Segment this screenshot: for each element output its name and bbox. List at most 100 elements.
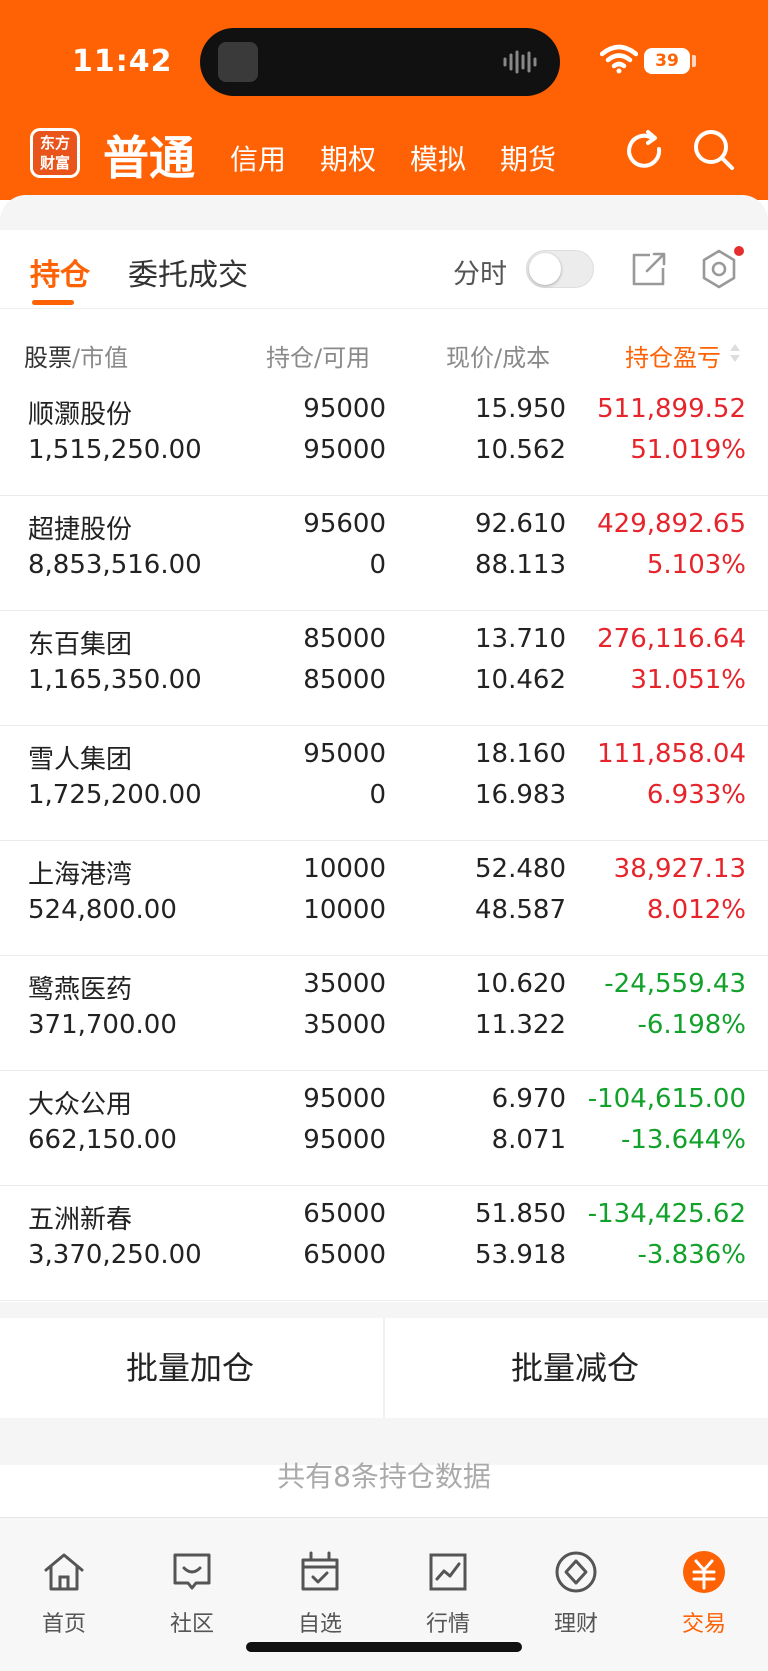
current-price: 92.610 [475,509,566,539]
batch-add-button[interactable]: 批量加仓 [125,1349,254,1387]
community-icon [173,1553,211,1590]
tab-market[interactable]: 行情 [384,1518,512,1638]
pnl-percent: 51.019% [630,435,746,465]
pnl-amount: 111,858.04 [597,739,746,769]
cost-price: 16.983 [475,780,566,810]
market-value: 1,165,350.00 [28,665,202,695]
cost-price: 8.071 [491,1125,566,1155]
pnl-amount: 276,116.64 [597,624,746,654]
tab-label: 交易 [681,1612,726,1637]
market-icon [429,1553,467,1591]
media-thumbnail [218,42,258,82]
holding-row[interactable]: 五洲新春 3,370,250.00 65000 65000 51.850 53.… [0,1185,768,1301]
tab-orders-trades[interactable]: 委托成交 [128,258,248,293]
market-value: 8,853,516.00 [28,550,202,580]
current-price: 10.620 [475,969,566,999]
home-indicator [246,1642,522,1652]
position-qty: 95600 [303,509,386,539]
holdings-count: 共有8条持仓数据 [277,1460,491,1493]
status-bar: 11:42 39 [0,0,768,120]
pnl-amount: -24,559.43 [604,969,746,999]
wifi-icon [600,44,638,74]
pnl-percent: 6.933% [646,780,746,810]
pnl-percent: -13.644% [620,1125,746,1155]
header-pnl[interactable]: 持仓盈亏 [625,344,721,372]
pnl-percent: 8.012% [646,895,746,925]
batch-divider [383,1318,385,1418]
header-stock-mv[interactable]: 股票/市值 [24,344,129,372]
tab-options[interactable]: 期权 [320,143,377,176]
settings-icon[interactable] [698,248,740,290]
trade-icon [683,1551,725,1593]
pnl-percent: 31.051% [630,665,746,695]
current-price: 6.970 [491,1084,566,1114]
tab-trade[interactable]: 交易 [640,1518,768,1638]
available-qty: 95000 [303,435,386,465]
cost-price: 10.562 [475,435,566,465]
market-value: 662,150.00 [28,1125,177,1155]
current-price: 18.160 [475,739,566,769]
wealth-icon [555,1551,597,1593]
holding-row[interactable]: 大众公用 662,150.00 95000 95000 6.970 8.071 … [0,1070,768,1186]
stock-name: 五洲新春 [28,1205,133,1235]
sort-icon[interactable] [728,342,742,364]
battery-tip [692,55,696,67]
cost-price: 88.113 [475,550,566,580]
available-qty: 85000 [303,665,386,695]
holding-row[interactable]: 上海港湾 524,800.00 10000 10000 52.480 48.58… [0,840,768,956]
tab-futures[interactable]: 期货 [500,143,557,176]
holding-row[interactable]: 超捷股份 8,853,516.00 95600 0 92.610 88.113 … [0,495,768,611]
pnl-amount: 511,899.52 [597,394,746,424]
tab-wealth[interactable]: 理财 [512,1518,640,1638]
position-qty: 10000 [303,854,386,884]
batch-actions: 批量加仓 批量减仓 [0,1318,768,1418]
holding-row[interactable]: 鹭燕医药 371,700.00 35000 35000 10.620 11.32… [0,955,768,1071]
tab-label: 行情 [425,1612,470,1637]
holdings-header: 股票/市值 持仓/可用 现价/成本 持仓盈亏 [0,318,768,388]
stock-name: 东百集团 [28,630,133,660]
holding-row[interactable]: 东百集团 1,165,350.00 85000 85000 13.710 10.… [0,610,768,726]
audio-wave-icon [503,50,537,74]
holding-row[interactable]: 雪人集团 1,725,200.00 95000 0 18.160 16.983 … [0,725,768,841]
refresh-icon[interactable] [622,128,668,174]
pnl-amount: -104,615.00 [587,1084,746,1114]
cost-price: 11.322 [475,1010,566,1040]
tab-holdings[interactable]: 持仓 [30,258,90,293]
cost-price: 10.462 [475,665,566,695]
current-price: 13.710 [475,624,566,654]
app-logo: 东方 财富 [30,128,80,178]
available-qty: 0 [369,550,386,580]
intraday-toggle[interactable] [526,250,594,288]
pnl-percent: 5.103% [646,550,746,580]
share-icon[interactable] [630,250,668,288]
position-qty: 95000 [303,394,386,424]
header-position-available[interactable]: 持仓/可用 [266,344,371,372]
tab-simulation[interactable]: 模拟 [410,143,467,176]
tab-normal-account[interactable]: 普通 [103,131,195,185]
available-qty: 0 [369,780,386,810]
batch-reduce-button[interactable]: 批量减仓 [510,1349,639,1387]
tab-community[interactable]: 社区 [128,1518,256,1638]
tab-label: 首页 [41,1612,86,1637]
available-qty: 35000 [303,1010,386,1040]
current-price: 51.850 [475,1199,566,1229]
notification-dot [734,246,744,256]
position-qty: 35000 [303,969,386,999]
tab-watchlist[interactable]: 自选 [256,1518,384,1638]
stock-name: 超捷股份 [28,515,133,545]
pnl-percent: -3.836% [637,1240,746,1270]
current-price: 52.480 [475,854,566,884]
tab-home[interactable]: 首页 [0,1518,128,1638]
stock-name: 雪人集团 [28,745,133,775]
available-qty: 65000 [303,1240,386,1270]
stock-name: 上海港湾 [28,860,133,890]
tab-credit[interactable]: 信用 [230,143,287,176]
stock-name: 鹭燕医药 [28,975,133,1005]
position-qty: 65000 [303,1199,386,1229]
search-icon[interactable] [690,126,736,172]
position-qty: 85000 [303,624,386,654]
cost-price: 53.918 [475,1240,566,1270]
holding-row[interactable]: 顺灏股份 1,515,250.00 95000 95000 15.950 10.… [0,380,768,496]
header-price-cost[interactable]: 现价/成本 [446,344,551,372]
tab-active-indicator [32,300,74,305]
